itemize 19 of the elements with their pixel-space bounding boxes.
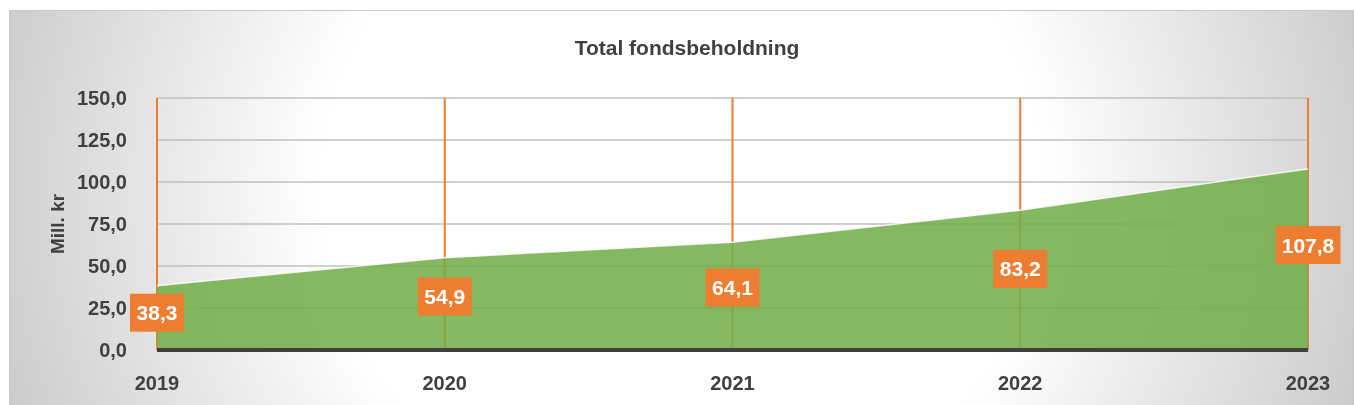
data-label: 38,3 xyxy=(136,301,178,325)
data-label: 54,9 xyxy=(424,285,466,309)
data-label: 107,8 xyxy=(1281,233,1335,257)
y-tick-label: 50,0 xyxy=(88,255,127,277)
x-tick-label: 2021 xyxy=(710,372,755,394)
y-tick-label: 75,0 xyxy=(88,213,127,235)
y-tick-label: 125,0 xyxy=(76,129,127,151)
x-tick-label: 2020 xyxy=(422,372,467,394)
y-tick-label: 150,0 xyxy=(76,87,127,109)
x-tick-label: 2023 xyxy=(1285,372,1331,394)
data-label: 64,1 xyxy=(712,276,754,300)
y-tick-label: 25,0 xyxy=(88,297,127,319)
x-tick-label: 2019 xyxy=(134,372,180,394)
x-tick-label: 2022 xyxy=(998,372,1043,394)
y-axis-title: Mill. kr xyxy=(47,193,68,255)
data-label: 83,2 xyxy=(999,257,1041,281)
y-tick-label: 0,0 xyxy=(99,339,127,361)
chart-title: Total fondsbeholdning xyxy=(574,36,800,59)
y-tick-label: 100,0 xyxy=(76,171,127,193)
